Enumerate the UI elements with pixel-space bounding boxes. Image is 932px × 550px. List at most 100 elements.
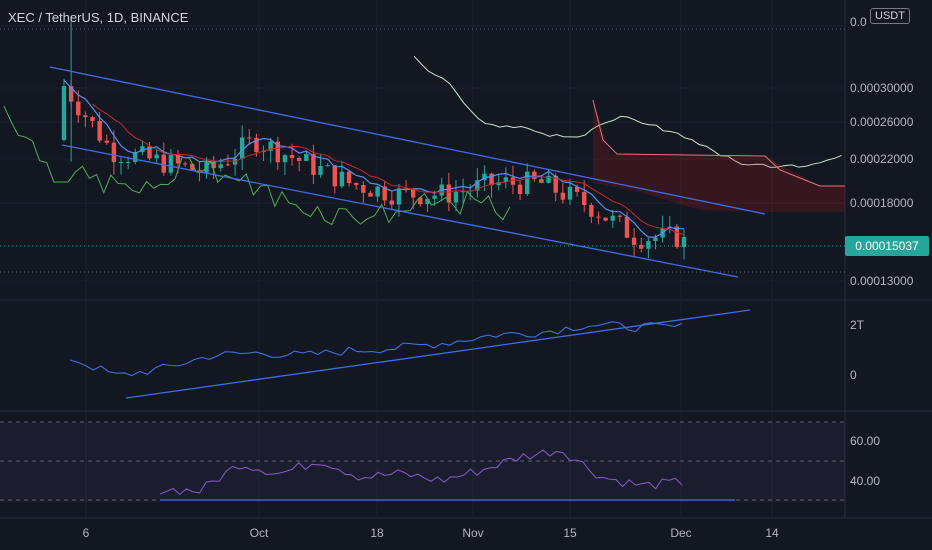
candle-body <box>111 142 117 163</box>
candle-body <box>325 165 330 167</box>
candle-body <box>211 161 216 169</box>
candle-body <box>268 141 273 151</box>
candle-body <box>61 86 67 140</box>
price-axis-label: 0.00013000 <box>850 274 914 288</box>
candle-body <box>161 154 166 173</box>
trend-channel-upper <box>49 66 766 215</box>
candle-body <box>503 177 509 183</box>
candle-body <box>83 115 88 118</box>
candle-body <box>653 237 658 242</box>
symbol-title: XEC / TetherUS, 1D, BINANCE <box>8 10 189 25</box>
leading-span-b <box>592 99 845 187</box>
time-axis-label: Nov <box>462 526 484 540</box>
candle-body <box>318 166 323 175</box>
trend-channel-lower <box>61 144 739 278</box>
candle-body <box>582 191 587 205</box>
candle-body <box>289 155 295 158</box>
candle-body <box>603 217 608 221</box>
candle-body <box>489 173 494 186</box>
candle-body <box>182 163 188 165</box>
candle-body <box>410 188 416 198</box>
obv-line <box>69 321 683 377</box>
candle-body <box>403 188 409 190</box>
candle-body <box>361 184 366 193</box>
candle-body <box>396 188 402 205</box>
candle-body <box>496 182 501 186</box>
candle-body <box>247 137 252 139</box>
lagging-span <box>3 105 511 226</box>
candle-body <box>97 120 102 141</box>
candle-body <box>517 184 523 195</box>
candle-body <box>218 164 223 169</box>
price-axis-top-label: 0.0 <box>850 15 867 29</box>
candle-body <box>275 141 280 163</box>
time-axis-label: 14 <box>765 526 779 540</box>
candle-body <box>118 161 124 163</box>
candle-body <box>674 226 680 248</box>
time-axis-label: Oct <box>249 526 269 540</box>
candle-body <box>525 171 530 195</box>
candle-body <box>375 186 380 197</box>
currency-badge[interactable]: USDT <box>870 8 910 24</box>
candle-body <box>311 153 316 175</box>
price-axis-label: 0.00018000 <box>850 196 914 210</box>
rsi-line <box>159 449 683 496</box>
obv-axis-label: 2T <box>850 318 865 332</box>
candle-body <box>574 186 580 192</box>
candle-body <box>225 164 231 166</box>
candle-body <box>482 173 487 181</box>
candle-body <box>425 198 430 205</box>
time-axis-label: 6 <box>82 526 90 540</box>
candle-body <box>190 163 195 171</box>
obv-axis-label: 0 <box>850 368 857 382</box>
price-axis-label: 0.00030000 <box>850 81 914 95</box>
candle-body <box>589 204 594 217</box>
candle-body <box>460 191 466 193</box>
candle-body <box>175 155 181 164</box>
candle-body <box>546 175 551 183</box>
candle-body <box>282 155 288 163</box>
candle-body <box>475 180 480 191</box>
rsi-axis-label: 40.00 <box>850 474 881 488</box>
rsi-axis-label: 60.00 <box>850 434 881 448</box>
candle-body <box>254 137 259 153</box>
base-line <box>92 103 685 236</box>
time-axis-label: 18 <box>370 526 384 540</box>
candle-body <box>353 182 359 185</box>
candle-body <box>125 161 131 163</box>
candle-body <box>646 241 651 249</box>
rsi-band <box>0 422 845 502</box>
candle-body <box>539 179 544 183</box>
candle-body <box>418 197 423 205</box>
conversion-line <box>63 79 685 238</box>
candle-body <box>560 192 566 200</box>
candle-body <box>532 171 537 180</box>
time-axis-label: Dec <box>670 526 692 540</box>
candle-body <box>624 216 630 238</box>
candle-body <box>567 186 573 200</box>
candle-body <box>639 244 644 249</box>
candle-body <box>389 200 395 205</box>
candle-body <box>76 101 81 116</box>
candle-body <box>296 157 302 161</box>
price-axis-label: 0.00022000 <box>850 152 914 166</box>
candle-body <box>90 117 95 121</box>
candle-body <box>510 177 516 185</box>
candle-body <box>133 152 138 162</box>
candle-body <box>368 192 373 197</box>
price-axis-label: 0.00026000 <box>850 115 914 129</box>
candle-body <box>631 237 637 245</box>
candle-body <box>154 154 159 159</box>
candle-body <box>553 175 558 193</box>
candle-body <box>617 215 623 217</box>
candle-body <box>453 191 459 203</box>
candle-body <box>147 146 152 159</box>
candle-body <box>382 186 387 201</box>
candle-body <box>610 215 615 221</box>
candle-body <box>304 153 309 161</box>
candle-body <box>681 237 687 248</box>
candle-body <box>239 137 245 159</box>
candle-body <box>339 171 345 187</box>
candle-body <box>432 195 437 199</box>
